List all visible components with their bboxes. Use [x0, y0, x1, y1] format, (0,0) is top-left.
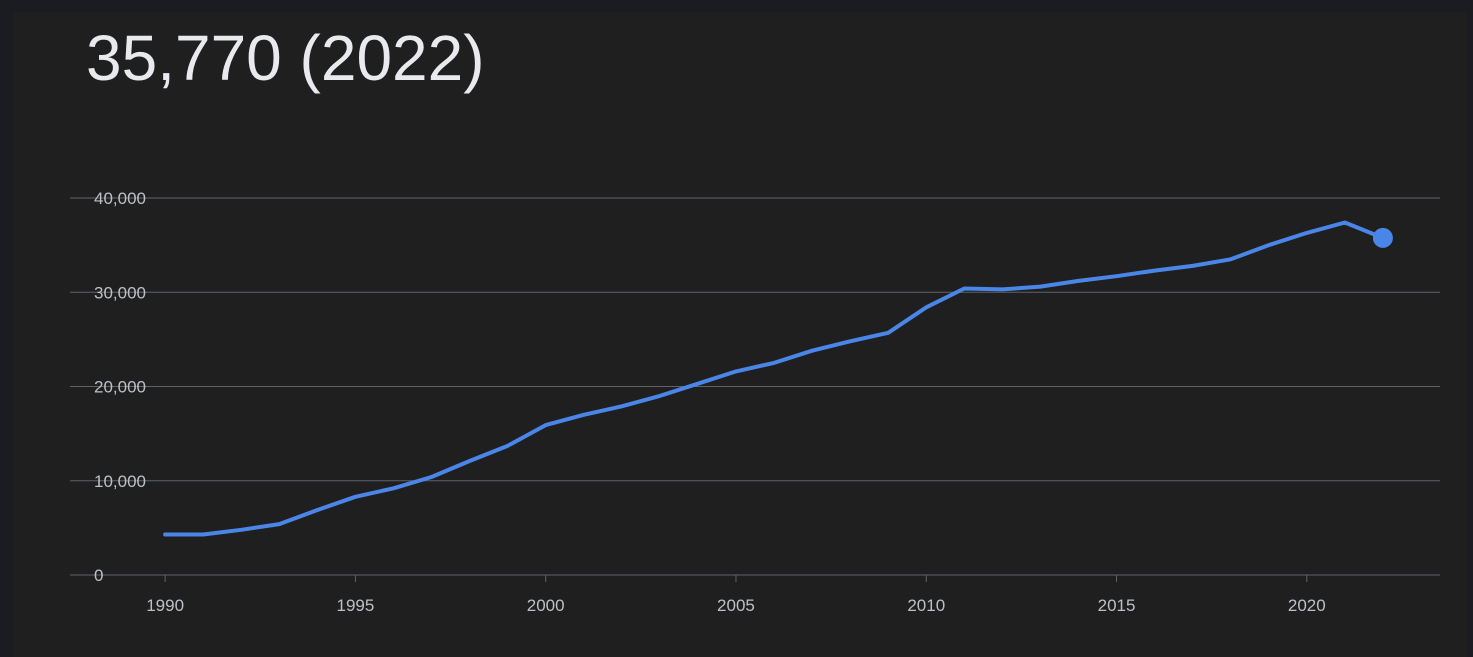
data-point — [812, 350, 813, 351]
highlighted-point[interactable] — [1372, 227, 1393, 248]
x-tick-label: 2000 — [527, 596, 565, 615]
series-line — [163, 220, 1385, 537]
data-point — [964, 288, 965, 289]
data-point — [545, 425, 546, 426]
headline-number: 35,770 — [86, 22, 282, 94]
grid-lines — [70, 197, 1440, 576]
data-point — [1040, 286, 1041, 287]
data-point — [774, 362, 775, 363]
x-tick-label: 1995 — [337, 596, 375, 615]
x-tick-label: 1990 — [146, 596, 184, 615]
chart-card — [14, 12, 1467, 657]
data-point — [1306, 232, 1307, 233]
y-tick-label: 40,000 — [94, 189, 146, 208]
headline-value: 35,770 (2022) — [86, 18, 485, 98]
series-layer — [163, 220, 1393, 537]
data-point — [850, 341, 851, 342]
data-point — [1344, 222, 1345, 223]
data-point — [431, 477, 432, 478]
data-point — [583, 414, 584, 415]
data-point — [203, 534, 204, 535]
data-point — [1268, 245, 1269, 246]
data-point — [279, 524, 280, 525]
data-point — [317, 510, 318, 511]
x-tick-label: 2015 — [1098, 596, 1136, 615]
headline-year: (2022) — [299, 22, 485, 94]
data-point — [165, 534, 166, 535]
data-point — [888, 332, 889, 333]
data-point — [659, 395, 660, 396]
data-point — [1116, 276, 1117, 277]
y-tick-label: 10,000 — [94, 472, 146, 491]
data-point — [621, 406, 622, 407]
data-point — [469, 461, 470, 462]
data-point — [1078, 280, 1079, 281]
data-point — [241, 529, 242, 530]
x-tick-label: 2005 — [717, 596, 755, 615]
y-tick-label: 20,000 — [94, 378, 146, 397]
y-tick-label: 0 — [94, 566, 103, 585]
data-point — [355, 496, 356, 497]
data-point — [507, 445, 508, 446]
data-point — [736, 371, 737, 372]
data-point — [1230, 259, 1231, 260]
data-point — [1154, 270, 1155, 271]
data-point — [697, 383, 698, 384]
y-tick-label: 30,000 — [94, 283, 146, 302]
data-point — [1002, 289, 1003, 290]
y-axis-ticks: 0 10,000 20,000 30,000 40,000 — [94, 189, 146, 585]
x-tick-label: 2020 — [1288, 596, 1326, 615]
x-tick-label: 2010 — [907, 596, 945, 615]
data-point — [393, 488, 394, 489]
data-point — [1192, 265, 1193, 266]
x-axis-ticks: 1990 1995 2000 2005 2010 2015 2020 — [146, 575, 1326, 615]
data-point — [926, 307, 927, 308]
